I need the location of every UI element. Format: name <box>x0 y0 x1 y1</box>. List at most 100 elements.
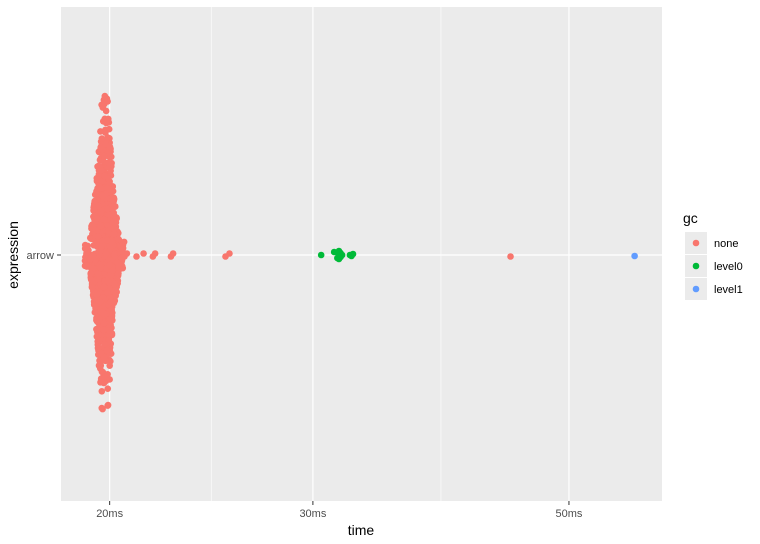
data-point <box>95 202 102 210</box>
data-point <box>100 353 108 361</box>
x-tick-label: 30ms <box>299 508 326 520</box>
data-point <box>98 177 106 185</box>
data-point <box>104 98 111 105</box>
data-point <box>123 250 131 257</box>
data-point <box>99 192 106 200</box>
data-point <box>91 309 99 316</box>
data-point <box>112 292 119 299</box>
data-point <box>110 230 118 238</box>
data-point <box>111 251 118 259</box>
legend-label: level1 <box>714 284 743 296</box>
data-point <box>94 344 102 352</box>
data-point <box>100 309 108 317</box>
legend-label: level0 <box>714 261 743 273</box>
legend-swatch <box>692 262 700 270</box>
data-points <box>81 92 638 413</box>
data-point <box>140 250 147 257</box>
y-tick-label: arrow <box>26 250 54 262</box>
data-point <box>114 235 122 243</box>
legend-label: none <box>714 238 738 250</box>
data-point <box>349 250 357 258</box>
data-point <box>100 283 108 291</box>
data-point <box>151 250 159 257</box>
data-point <box>100 216 108 223</box>
data-point <box>133 253 140 260</box>
data-point <box>89 223 96 230</box>
data-point <box>103 347 111 354</box>
data-point <box>96 316 103 324</box>
data-point <box>114 270 122 278</box>
data-point <box>105 211 113 218</box>
data-point <box>102 250 110 257</box>
data-point <box>104 277 112 285</box>
data-point <box>89 264 97 272</box>
data-point <box>98 135 106 142</box>
data-point <box>98 404 106 412</box>
data-point <box>102 107 110 115</box>
data-point <box>109 197 116 204</box>
data-point <box>119 245 126 252</box>
x-tick-label: 50ms <box>555 508 582 520</box>
data-point <box>108 306 116 314</box>
data-point <box>107 298 114 306</box>
data-point <box>104 134 111 141</box>
data-point <box>101 92 109 100</box>
grid-minor <box>210 7 442 501</box>
data-point <box>93 215 101 222</box>
data-point <box>90 206 98 213</box>
data-point <box>97 184 105 192</box>
data-point <box>317 251 325 259</box>
data-point <box>84 242 91 250</box>
legend: gc none level0 level1 <box>683 210 743 300</box>
data-point <box>97 128 104 135</box>
data-point <box>631 252 638 260</box>
data-point <box>226 250 233 257</box>
data-point <box>95 362 103 369</box>
data-point <box>109 219 117 226</box>
data-point <box>84 262 91 270</box>
data-point <box>83 249 90 256</box>
data-point <box>104 385 112 392</box>
data-point <box>93 190 100 198</box>
data-point <box>97 222 105 230</box>
x-axis-title: time <box>348 522 375 538</box>
data-point <box>97 264 105 272</box>
data-point <box>103 237 111 244</box>
plot-panel <box>61 7 662 501</box>
data-point <box>98 331 105 339</box>
data-point <box>97 143 105 151</box>
legend-title: gc <box>683 210 698 226</box>
x-axis: 20ms 30ms 50ms <box>96 501 583 520</box>
data-point <box>97 375 105 383</box>
legend-swatch <box>692 239 700 247</box>
data-point <box>110 280 118 288</box>
data-point <box>507 253 514 260</box>
data-point <box>110 212 118 220</box>
data-point <box>104 205 111 213</box>
data-point <box>87 276 95 283</box>
data-point <box>104 401 112 409</box>
x-tick-label: 20ms <box>96 508 123 520</box>
data-point <box>98 243 105 251</box>
data-point <box>89 252 97 259</box>
data-point <box>114 258 121 266</box>
data-point <box>95 162 103 170</box>
data-point <box>101 153 108 160</box>
data-point <box>106 143 114 151</box>
data-point <box>111 287 119 295</box>
data-point <box>109 267 116 275</box>
data-point <box>338 251 346 259</box>
data-point <box>98 387 106 395</box>
data-point <box>94 270 102 278</box>
data-point <box>105 185 113 193</box>
data-point <box>100 320 108 327</box>
data-point <box>108 153 115 161</box>
data-point <box>93 291 101 298</box>
data-point <box>88 283 96 291</box>
data-point <box>105 115 112 123</box>
data-point <box>104 159 112 167</box>
data-point <box>104 289 111 296</box>
data-point <box>105 327 113 334</box>
